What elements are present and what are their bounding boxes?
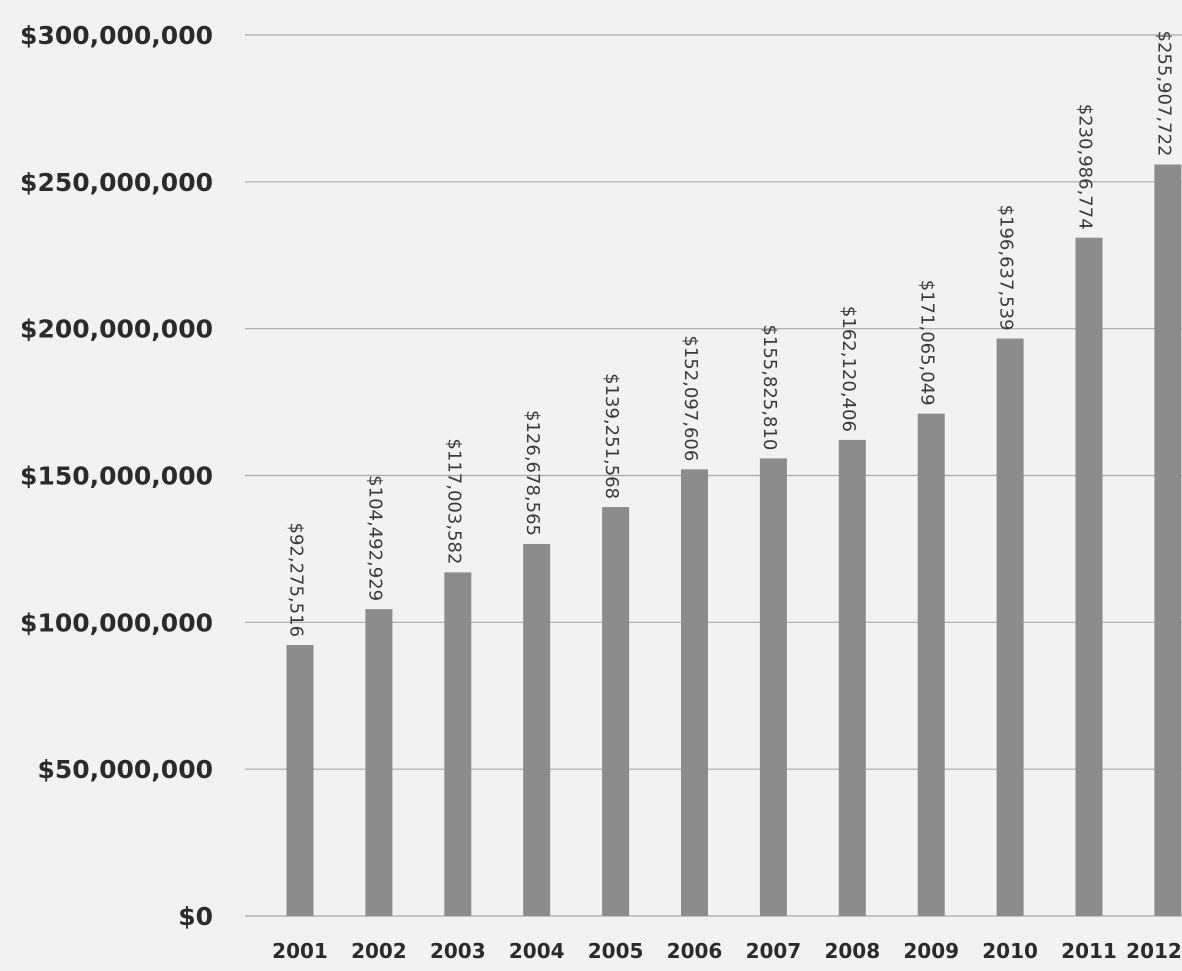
bar-2001 — [286, 645, 314, 916]
gridlines — [245, 34, 1182, 917]
bar-2005 — [602, 507, 630, 916]
data-label-2011: $230,986,774 — [1075, 104, 1096, 230]
y-tick-label: $200,000,000 — [20, 315, 213, 344]
y-tick-label: $250,000,000 — [20, 168, 213, 197]
y-tick-label: $300,000,000 — [20, 21, 213, 50]
y-axis-tick-labels: $0 $50,000,000 $100,000,000 $150,000,000 $20… — [20, 21, 213, 931]
x-tick-label-2012: 2012 — [1126, 939, 1182, 963]
bars — [286, 164, 1182, 917]
data-label-2009: $171,065,049 — [917, 280, 938, 406]
data-label-2001: $92,275,516 — [286, 523, 307, 638]
bar-2011 — [1075, 237, 1103, 917]
data-label-2006: $152,097,606 — [680, 335, 701, 461]
x-axis-tick-labels: 2001 2002 2003 2004 2005 2006 2007 2008 2009 2010… — [272, 939, 1182, 963]
y-tick-label: $100,000,000 — [20, 608, 213, 637]
bar-2006 — [681, 469, 708, 916]
x-tick-label-2004: 2004 — [509, 939, 565, 963]
bar-2003 — [444, 572, 472, 916]
x-tick-label-2006: 2006 — [667, 939, 723, 963]
bar-2009 — [917, 413, 945, 916]
y-tick-label: $0 — [178, 902, 213, 931]
x-tick-label-2011: 2011 — [1061, 939, 1117, 963]
bar-2007 — [759, 458, 787, 916]
x-tick-label-2003: 2003 — [430, 939, 486, 963]
x-tick-label-2001: 2001 — [272, 939, 328, 963]
data-label-2003: $117,003,582 — [443, 438, 464, 564]
bar-2002 — [365, 609, 393, 916]
y-tick-label: $150,000,000 — [20, 462, 213, 491]
data-label-2008: $162,120,406 — [838, 306, 859, 432]
bar-2004 — [523, 543, 551, 916]
x-tick-label-2007: 2007 — [746, 939, 802, 963]
x-tick-label-2008: 2008 — [824, 939, 880, 963]
data-label-2004: $126,678,565 — [522, 410, 543, 536]
bar-2012 — [1154, 164, 1182, 917]
x-tick-label-2010: 2010 — [982, 939, 1038, 963]
x-tick-label-2009: 2009 — [903, 939, 959, 963]
data-labels: $92,275,516 $104,492,929 $117,003,582 $126,… — [286, 31, 1175, 638]
data-label-2005: $139,251,568 — [601, 373, 622, 499]
x-tick-label-2005: 2005 — [588, 939, 644, 963]
data-label-2002: $104,492,929 — [364, 475, 385, 601]
data-label-2010: $196,637,539 — [996, 205, 1017, 331]
data-label-2012: $255,907,722 — [1153, 31, 1174, 157]
y-tick-label: $50,000,000 — [37, 755, 213, 784]
bar-2010 — [996, 338, 1024, 916]
x-tick-label-2002: 2002 — [351, 939, 407, 963]
bar-2008 — [838, 439, 866, 916]
data-label-2007: $155,825,810 — [759, 324, 780, 450]
